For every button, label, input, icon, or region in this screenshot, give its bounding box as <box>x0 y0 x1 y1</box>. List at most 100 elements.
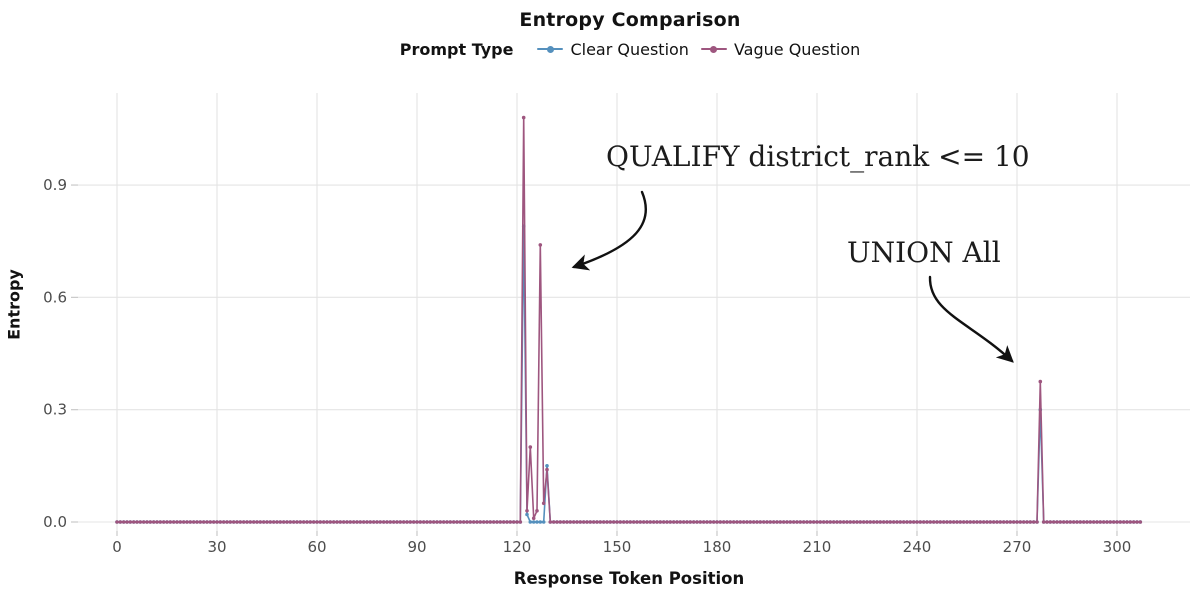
series-point-vague-question <box>215 520 219 524</box>
series-point-vague-question <box>805 520 809 524</box>
series-point-vague-question <box>471 520 476 524</box>
series-point-vague-question <box>128 520 133 524</box>
series-point-vague-question <box>931 520 936 524</box>
series-point-vague-question <box>118 520 123 524</box>
series-point-vague-question <box>821 520 826 524</box>
series-point-vague-question <box>758 520 763 524</box>
series-point-vague-question <box>195 520 199 524</box>
series-point-vague-question <box>608 520 613 524</box>
series-point-vague-question <box>178 520 183 524</box>
series-point-vague-question <box>605 520 609 524</box>
series-point-vague-question <box>261 520 266 524</box>
series-point-vague-question <box>165 520 169 524</box>
series-point-vague-question <box>635 520 639 524</box>
series-point-vague-question <box>465 520 469 524</box>
series-point-vague-question <box>431 520 436 524</box>
series-point-vague-question <box>641 520 646 524</box>
series-point-vague-question <box>675 520 679 524</box>
series-point-vague-question <box>775 520 779 524</box>
series-point-vague-question <box>1121 520 1126 524</box>
series-point-vague-question <box>535 509 539 513</box>
series-point-vague-question <box>521 115 526 120</box>
series-point-vague-question <box>388 520 393 524</box>
series-point-vague-question <box>295 520 299 524</box>
y-tick-label: 0.3 <box>43 401 67 419</box>
series-point-vague-question <box>515 520 519 524</box>
series-point-vague-question <box>1051 520 1056 524</box>
series-point-vague-question <box>421 520 426 524</box>
legend-item-clear-question: Clear Question <box>537 40 689 59</box>
series-point-vague-question <box>745 520 749 524</box>
annotation-qualify-district-rank: QUALIFY district_rank <= 10 <box>606 140 1030 173</box>
series-point-vague-question <box>528 445 533 449</box>
series-point-vague-question <box>1031 520 1036 524</box>
legend: Prompt Type Clear Question Vague Questio… <box>60 38 1200 60</box>
series-point-vague-question <box>245 520 249 524</box>
series-point-vague-question <box>585 520 589 524</box>
series-point-vague-question <box>835 520 839 524</box>
series-point-vague-question <box>545 467 549 472</box>
x-tick-label: 240 <box>903 538 932 556</box>
series-point-vague-question <box>961 520 966 524</box>
series-point-vague-question <box>328 520 333 524</box>
series-point-vague-question <box>831 520 836 524</box>
series-point-vague-question <box>201 520 206 524</box>
series-point-vague-question <box>231 520 236 524</box>
series-point-vague-question <box>155 520 159 524</box>
series-point-vague-question <box>425 520 429 524</box>
series-point-vague-question <box>258 520 263 524</box>
series-point-vague-question <box>801 520 806 524</box>
series-point-vague-question <box>445 520 449 524</box>
series-point-vague-question <box>881 520 886 524</box>
series-point-vague-question <box>1045 520 1049 524</box>
series-point-vague-question <box>175 520 179 524</box>
series-point-vague-question <box>681 520 686 524</box>
series-point-clear-question <box>538 520 543 524</box>
series-point-clear-question <box>541 520 546 524</box>
series-point-vague-question <box>208 520 213 524</box>
series-point-vague-question <box>188 520 193 524</box>
series-point-vague-question <box>588 520 593 524</box>
series-point-vague-question <box>1081 520 1086 524</box>
series-point-vague-question <box>131 520 136 524</box>
series-point-vague-question <box>485 520 489 524</box>
series-point-vague-question <box>325 520 329 524</box>
series-point-vague-question <box>145 520 149 524</box>
series-point-vague-question <box>265 520 269 524</box>
series-point-vague-question <box>561 520 566 524</box>
series-point-vague-question <box>875 520 879 524</box>
series-point-vague-question <box>1058 520 1063 524</box>
series-point-vague-question <box>151 520 156 524</box>
x-tick-label: 150 <box>603 538 632 556</box>
x-tick-label: 300 <box>1103 538 1132 556</box>
series-point-vague-question <box>448 520 453 524</box>
series-point-vague-question <box>825 520 829 524</box>
series-point-vague-question <box>225 520 229 524</box>
series-point-vague-question <box>951 520 956 524</box>
series-point-vague-question <box>551 520 556 524</box>
x-axis-title: Response Token Position <box>513 569 745 588</box>
series-point-vague-question <box>701 520 706 524</box>
series-point-vague-question <box>365 520 369 524</box>
series-point-vague-question <box>965 520 969 524</box>
series-point-vague-question <box>948 520 953 524</box>
series-point-vague-question <box>705 520 709 524</box>
series-point-vague-question <box>505 520 509 524</box>
series-point-vague-question <box>305 520 309 524</box>
series-point-vague-question <box>618 520 623 524</box>
series-point-vague-question <box>351 520 356 524</box>
series-point-vague-question <box>428 520 433 524</box>
series-point-vague-question <box>1131 520 1136 524</box>
annotation-arrows <box>571 190 1014 363</box>
series-point-vague-question <box>901 520 906 524</box>
series-point-vague-question <box>205 520 209 524</box>
x-tick-label: 90 <box>407 538 426 556</box>
series-point-vague-question <box>525 509 529 513</box>
series-point-vague-question <box>141 520 146 524</box>
series-point-vague-question <box>418 520 423 524</box>
series-point-clear-question <box>525 512 529 517</box>
series-point-vague-question <box>251 520 256 524</box>
series-point-vague-question <box>148 520 153 524</box>
series-point-vague-question <box>171 520 176 524</box>
